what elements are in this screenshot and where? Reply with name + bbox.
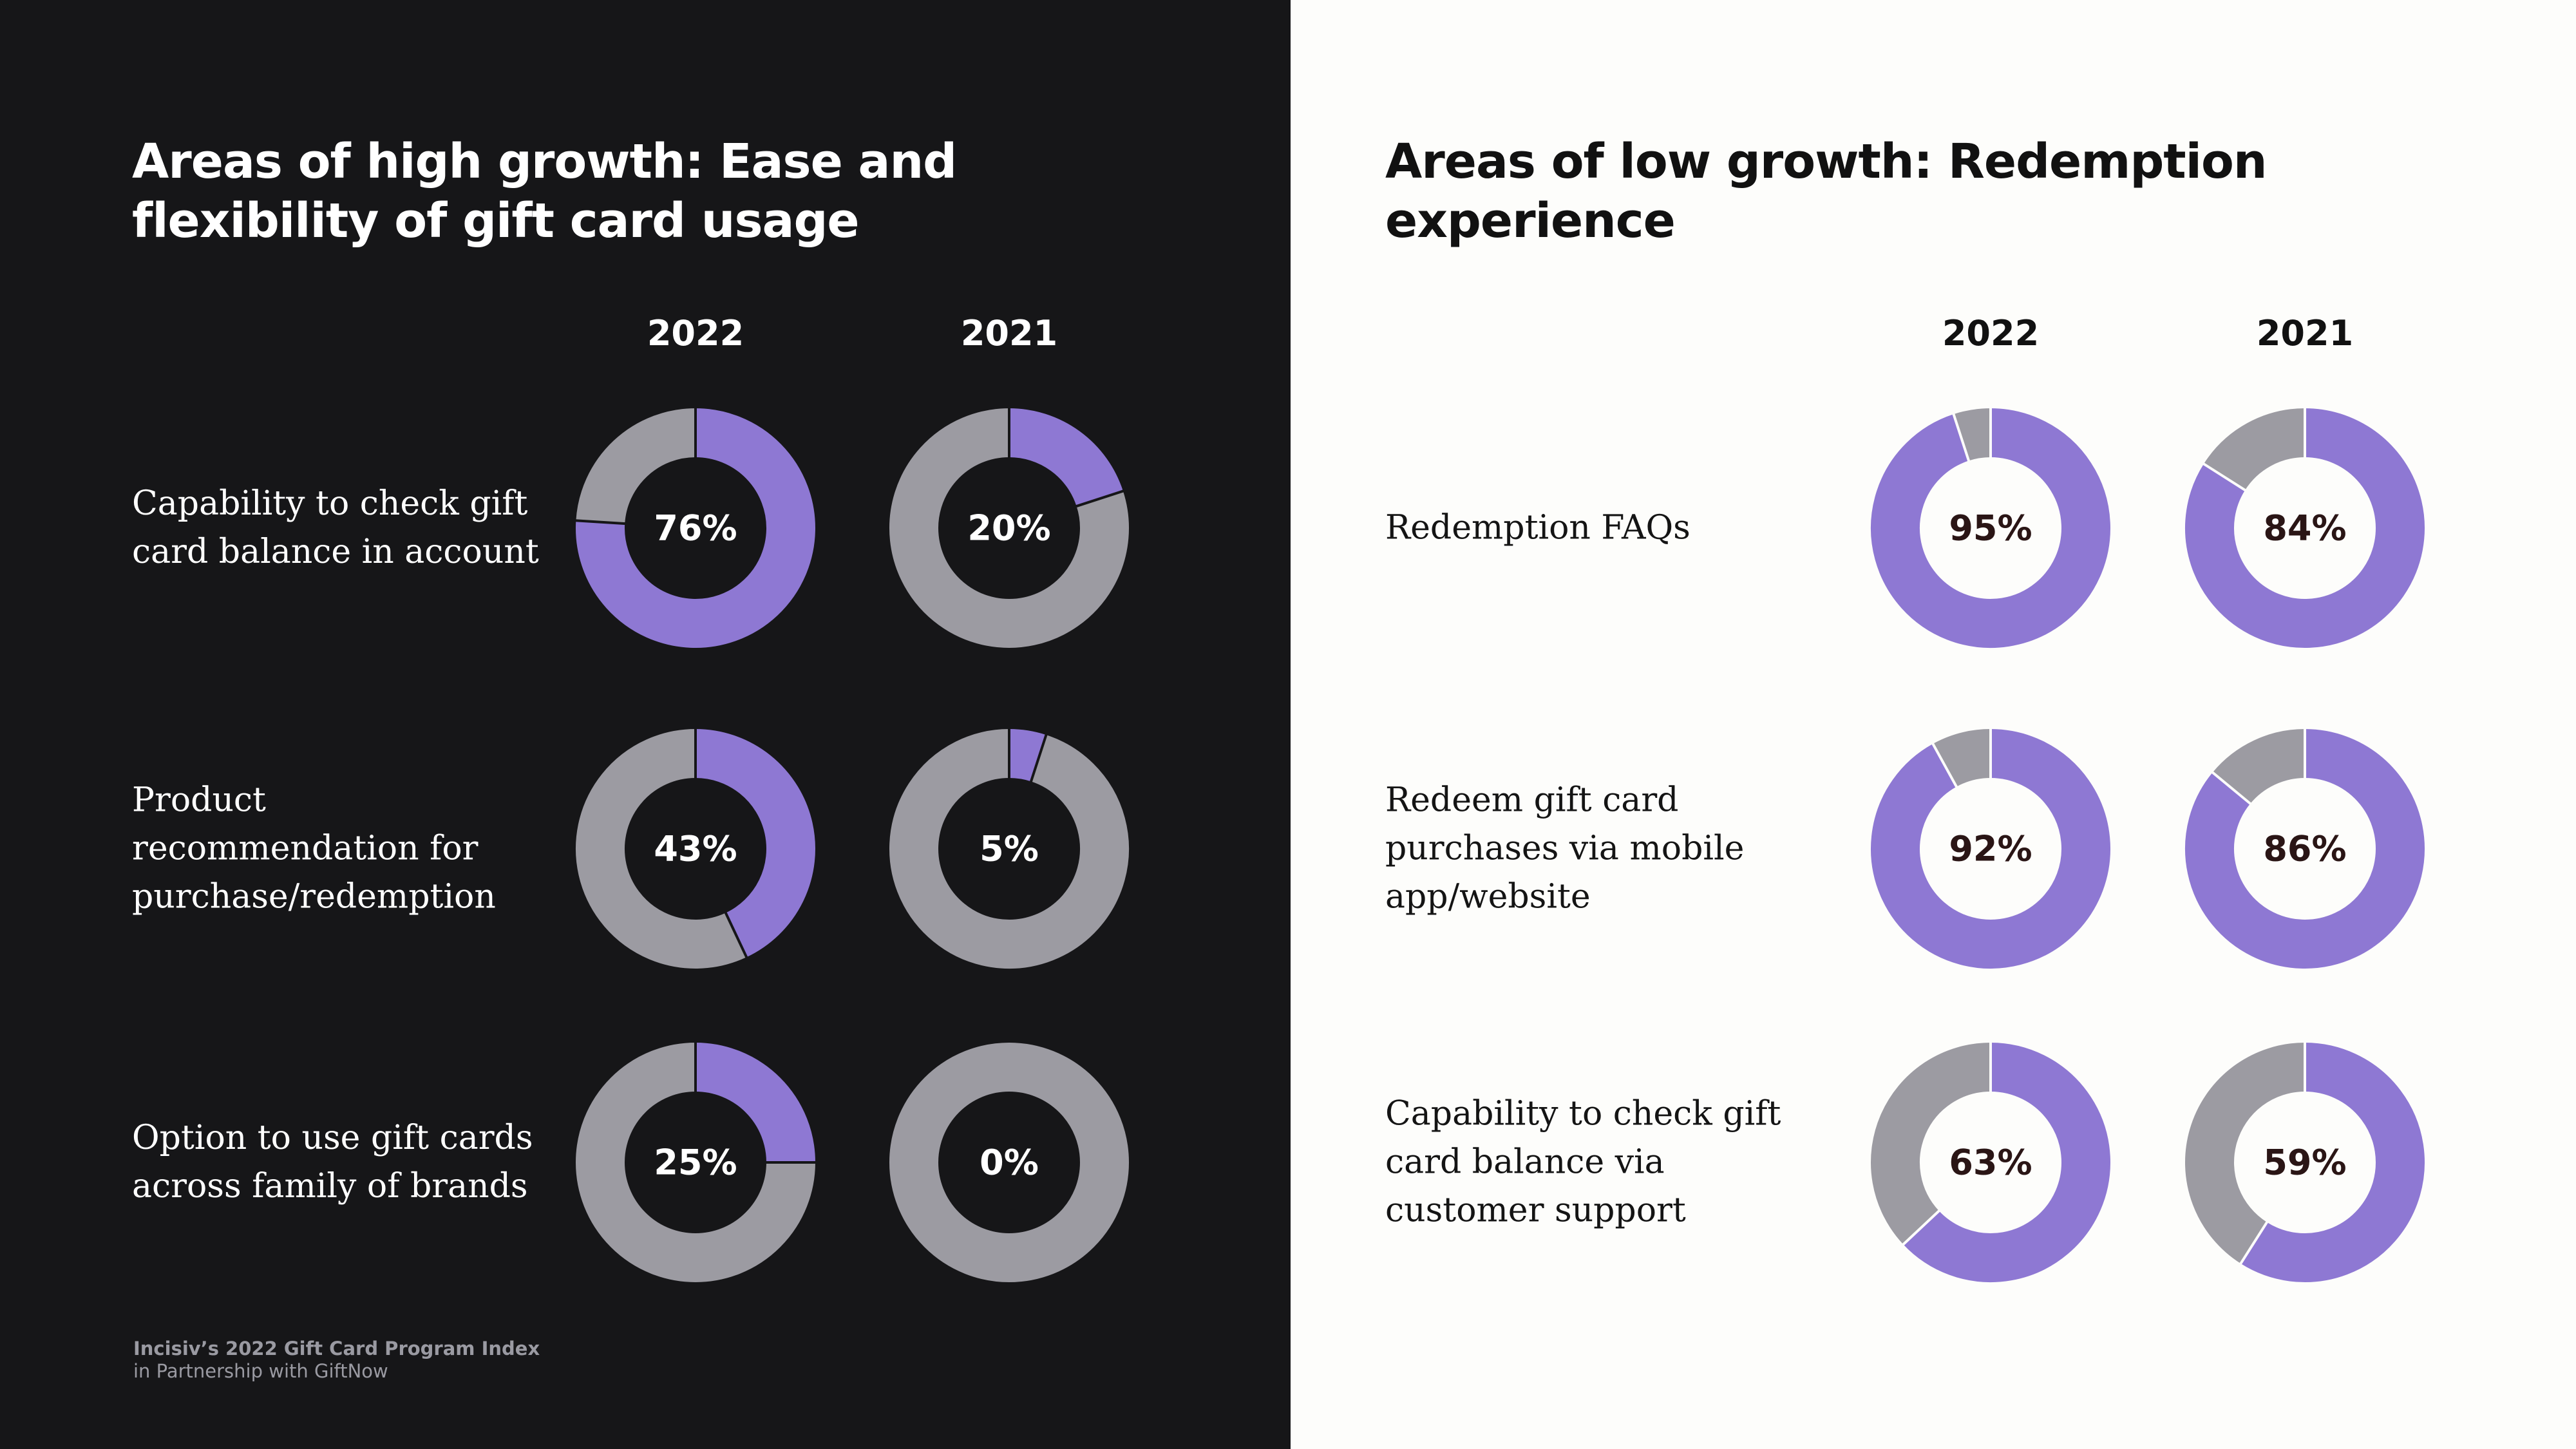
high-growth-panel: Areas of high growth: Ease and flexibili… xyxy=(0,0,1291,1449)
donut-high-growth-row2-2021-remainder-slice xyxy=(889,729,1129,969)
donut-high-growth-row1-2022-value-slice xyxy=(576,408,815,648)
donut-low-growth-row1-2022-value-slice xyxy=(1871,408,2110,648)
low-growth-year-2021-header: 2021 xyxy=(2256,313,2354,354)
donut-low-growth-row1-2021-value-slice xyxy=(2185,408,2425,648)
donut-low-growth-row1-2021: 84% xyxy=(2185,408,2425,648)
donut-low-growth-row2-2021-remainder-slice xyxy=(2212,729,2306,804)
donut-low-growth-row1-2021-slice-separator-2 xyxy=(2202,462,2247,492)
donut-high-growth-row3-2021-value-label: 0% xyxy=(980,1142,1039,1183)
donut-low-growth-row1-2022: 95% xyxy=(1871,408,2110,648)
donut-low-growth-row2-2021: 86% xyxy=(2185,728,2425,969)
donut-low-growth-row2-2022: 92% xyxy=(1871,728,2110,969)
donut-high-growth-row1-2022-slice-separator-2 xyxy=(575,519,626,526)
donut-low-growth-row3-2022-value-label: 63% xyxy=(1949,1142,2032,1183)
high-growth-year-2022-header: 2022 xyxy=(647,313,744,354)
donut-high-growth-row3-2022-value-slice xyxy=(694,1043,815,1164)
donut-low-growth-row1-2022-remainder-slice xyxy=(1953,408,1992,461)
high-growth-year-2021-header: 2021 xyxy=(960,313,1058,354)
low-growth-row-3-label: Capability to check gift card balance vi… xyxy=(1385,1094,1781,1230)
donut-high-growth-row1-2021-slice-separator-2 xyxy=(1075,489,1124,508)
donut-low-growth-row3-2021-slice-separator-2 xyxy=(2239,1220,2269,1265)
donut-low-growth-row2-2022-slice-separator-2 xyxy=(1931,743,1958,788)
donut-low-growth-row3-2021: 59% xyxy=(2185,1042,2425,1282)
donut-high-growth-row1-2021-value-label: 20% xyxy=(967,508,1050,549)
low-growth-row-2-label: Redeem gift card purchases via mobile ap… xyxy=(1385,781,1745,916)
donut-high-growth-row1-2022-remainder-slice xyxy=(576,408,697,525)
low-growth-year-2022-header: 2022 xyxy=(1942,313,2040,354)
donut-high-growth-row2-2021-value-slice xyxy=(1008,729,1046,782)
donut-high-growth-row2-2021-value-label: 5% xyxy=(980,829,1039,869)
donut-low-growth-row3-2022: 63% xyxy=(1871,1042,2110,1282)
donut-high-growth-row2-2022-value-label: 43% xyxy=(654,829,737,869)
donut-low-growth-row1-2021-value-label: 84% xyxy=(2263,508,2346,549)
low-growth-row-1-label: Redemption FAQs xyxy=(1385,508,1690,547)
source-partner: in Partnership with GiftNow xyxy=(133,1360,388,1382)
donut-high-growth-row3-2022-remainder-slice xyxy=(576,1043,815,1282)
high-growth-row-2-label: Product recommendation for purchase/rede… xyxy=(132,781,496,916)
donut-high-growth-row2-2021-slice-separator-2 xyxy=(1029,734,1048,782)
donut-low-growth-row2-2021-value-label: 86% xyxy=(2263,829,2346,869)
donut-high-growth-row3-2022: 25% xyxy=(576,1042,816,1282)
donut-low-growth-row3-2021-value-label: 59% xyxy=(2263,1142,2346,1183)
donut-high-growth-row2-2022-slice-separator-2 xyxy=(724,911,748,959)
donut-low-growth-row2-2022-value-label: 92% xyxy=(1949,829,2032,869)
donut-low-growth-row3-2021-value-slice xyxy=(2240,1043,2425,1282)
donut-low-growth-row1-2021-remainder-slice xyxy=(2203,408,2306,491)
donut-high-growth-row1-2022-value-label: 76% xyxy=(654,508,737,549)
donut-high-growth-row2-2022-remainder-slice xyxy=(576,729,747,969)
donut-low-growth-row3-2022-value-slice xyxy=(1903,1043,2110,1282)
donut-low-growth-row2-2021-value-slice xyxy=(2185,729,2425,969)
donut-low-growth-row1-2022-value-label: 95% xyxy=(1949,508,2032,549)
donut-high-growth-row1-2022: 76% xyxy=(575,408,815,648)
source-title: Incisiv’s 2022 Gift Card Program Index xyxy=(133,1338,540,1359)
donut-high-growth-row1-2021-value-slice xyxy=(1008,408,1123,507)
donut-low-growth-row3-2022-slice-separator-2 xyxy=(1902,1209,1940,1246)
donut-high-growth-row3-2022-value-label: 25% xyxy=(654,1142,737,1183)
donut-low-growth-row2-2022-value-slice xyxy=(1871,729,2110,969)
high-growth-title: Areas of high growth: Ease and flexibili… xyxy=(132,134,957,249)
donut-high-growth-row3-2021-remainder-slice xyxy=(889,1043,1129,1282)
donut-high-growth-row2-2021: 5% xyxy=(889,728,1129,969)
donut-low-growth-row3-2022-remainder-slice xyxy=(1871,1043,1991,1245)
donut-high-growth-row1-2021-remainder-slice xyxy=(889,408,1129,648)
donut-low-growth-row3-2021-remainder-slice xyxy=(2185,1043,2306,1264)
donut-high-growth-row2-2022: 43% xyxy=(576,728,815,969)
donut-high-growth-row1-2021: 20% xyxy=(889,408,1129,648)
donut-low-growth-row2-2022-remainder-slice xyxy=(1933,729,1992,788)
donut-low-growth-row1-2022-slice-separator-2 xyxy=(1952,413,1971,462)
low-growth-panel: Areas of low growth: Redemption experien… xyxy=(1291,0,2576,1449)
high-growth-row-1-label: Capability to check gift card balance in… xyxy=(132,484,539,571)
donut-high-growth-row2-2022-value-slice xyxy=(695,729,815,958)
donut-low-growth-row2-2021-slice-separator-2 xyxy=(2211,771,2252,806)
source-credit: Incisiv’s 2022 Gift Card Program Index i… xyxy=(133,1338,540,1383)
high-growth-row-3-label: Option to use gift cards across family o… xyxy=(132,1119,533,1206)
low-growth-title: Areas of low growth: Redemption experien… xyxy=(1385,134,2268,249)
donut-high-growth-row3-2021: 0% xyxy=(889,1043,1129,1282)
